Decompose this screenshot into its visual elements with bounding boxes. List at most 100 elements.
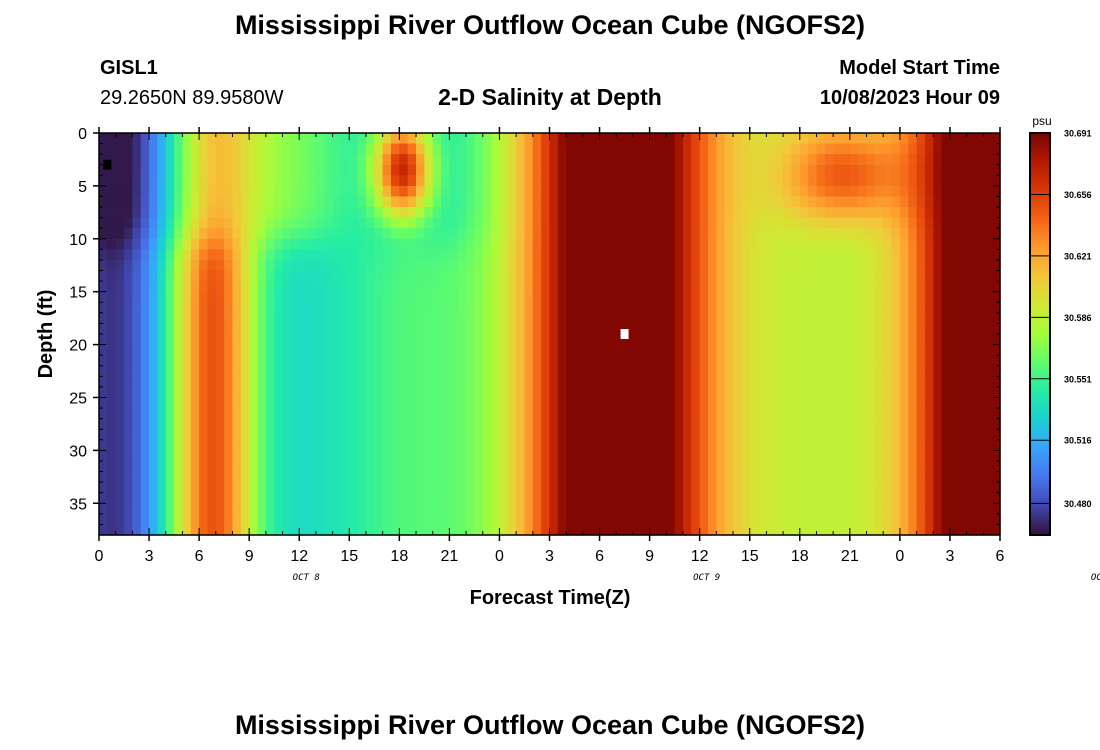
heatmap-cell bbox=[399, 249, 409, 261]
heatmap-cell bbox=[307, 355, 317, 367]
heatmap-cell bbox=[265, 217, 275, 229]
heatmap-cell bbox=[149, 492, 158, 504]
heatmap-cell bbox=[349, 291, 359, 303]
heatmap-cell bbox=[215, 164, 225, 176]
heatmap-cell bbox=[416, 217, 425, 229]
heatmap-cell bbox=[733, 185, 742, 198]
heatmap-cell bbox=[174, 344, 184, 356]
heatmap-cell bbox=[265, 503, 275, 515]
heatmap-cell bbox=[374, 471, 384, 483]
heatmap-cell bbox=[674, 228, 684, 240]
heatmap-cell bbox=[624, 365, 634, 377]
heatmap-cell bbox=[574, 397, 584, 409]
heatmap-cell bbox=[374, 143, 384, 155]
heatmap-cell bbox=[616, 270, 626, 282]
heatmap-cell bbox=[182, 143, 192, 155]
heatmap-cell bbox=[958, 249, 968, 261]
heatmap-cell bbox=[416, 154, 425, 166]
heatmap-cell bbox=[424, 249, 434, 261]
heatmap-cell bbox=[140, 334, 150, 346]
heatmap-cell bbox=[758, 217, 767, 229]
heatmap-cell bbox=[624, 302, 634, 314]
heatmap-cell bbox=[174, 471, 184, 483]
heatmap-cell bbox=[766, 196, 776, 208]
heatmap-cell bbox=[574, 503, 584, 515]
heatmap-cell bbox=[657, 217, 667, 229]
heatmap-cell bbox=[249, 291, 259, 303]
heatmap-cell bbox=[808, 513, 818, 526]
heatmap-cell bbox=[257, 450, 267, 462]
heatmap-cell bbox=[883, 365, 893, 377]
heatmap-cell bbox=[307, 503, 317, 515]
heatmap-cell bbox=[365, 524, 375, 536]
heatmap-cell bbox=[733, 175, 742, 187]
heatmap-cell bbox=[908, 207, 918, 219]
heatmap-cell bbox=[107, 492, 117, 504]
heatmap-cell bbox=[140, 270, 150, 282]
heatmap-cell bbox=[632, 418, 642, 430]
heatmap-cell bbox=[991, 524, 1001, 536]
heatmap-cell bbox=[557, 228, 567, 240]
heatmap-cell bbox=[916, 365, 926, 377]
heatmap-cell bbox=[666, 154, 676, 166]
heatmap-cell bbox=[699, 207, 709, 219]
heatmap-cell bbox=[541, 386, 551, 399]
heatmap-cell bbox=[232, 238, 242, 250]
heatmap-cell bbox=[891, 492, 901, 504]
heatmap-cell bbox=[849, 386, 859, 399]
heatmap-cell bbox=[332, 524, 342, 536]
heatmap-cell bbox=[249, 482, 259, 494]
heatmap-cell bbox=[908, 408, 918, 420]
heatmap-cell bbox=[682, 355, 692, 367]
heatmap-cell bbox=[883, 439, 893, 451]
heatmap-cell bbox=[974, 238, 984, 250]
heatmap-cell bbox=[432, 185, 442, 198]
heatmap-cell bbox=[824, 492, 834, 504]
heatmap-cell bbox=[232, 386, 242, 399]
heatmap-cell bbox=[849, 185, 859, 198]
heatmap-cell bbox=[124, 249, 133, 261]
heatmap-cell bbox=[682, 291, 692, 303]
heatmap-cell bbox=[741, 386, 751, 399]
heatmap-cell bbox=[449, 460, 459, 473]
heatmap-cell bbox=[591, 207, 601, 219]
heatmap-cell bbox=[682, 471, 692, 483]
heatmap-cell bbox=[182, 259, 192, 272]
heatmap-cell bbox=[199, 228, 209, 240]
heatmap-cell bbox=[432, 460, 442, 473]
heatmap-cell bbox=[724, 344, 734, 356]
heatmap-cell bbox=[616, 302, 626, 314]
heatmap-cell bbox=[866, 217, 876, 229]
heatmap-cell bbox=[524, 281, 534, 293]
heatmap-cell bbox=[257, 175, 267, 187]
heatmap-cell bbox=[390, 281, 400, 293]
heatmap-cell bbox=[674, 450, 684, 462]
heatmap-cell bbox=[382, 460, 392, 473]
heatmap-cell bbox=[491, 143, 501, 155]
heatmap-cell bbox=[733, 270, 742, 282]
heatmap-cell bbox=[357, 259, 367, 272]
heatmap-cell bbox=[374, 344, 384, 356]
heatmap-cell bbox=[632, 207, 642, 219]
heatmap-cell bbox=[99, 450, 108, 462]
heatmap-cell bbox=[265, 524, 275, 536]
heatmap-cell bbox=[516, 429, 526, 441]
heatmap-cell bbox=[616, 524, 626, 536]
heatmap-cell bbox=[174, 365, 184, 377]
heatmap-cell bbox=[299, 439, 309, 451]
heatmap-cell bbox=[908, 217, 918, 229]
heatmap-cell bbox=[649, 397, 659, 409]
heatmap-cell bbox=[799, 207, 809, 219]
heatmap-cell bbox=[532, 323, 542, 335]
heatmap-cell bbox=[532, 154, 542, 166]
heatmap-cell bbox=[365, 492, 375, 504]
heatmap-cell bbox=[966, 249, 976, 261]
heatmap-cell bbox=[307, 334, 317, 346]
heatmap-cell bbox=[791, 143, 801, 155]
heatmap-cell bbox=[315, 471, 325, 483]
heatmap-cell bbox=[941, 471, 951, 483]
heatmap-cell bbox=[390, 429, 400, 441]
heatmap-cell bbox=[407, 503, 417, 515]
heatmap-cell bbox=[766, 164, 776, 176]
heatmap-cell bbox=[532, 365, 542, 377]
